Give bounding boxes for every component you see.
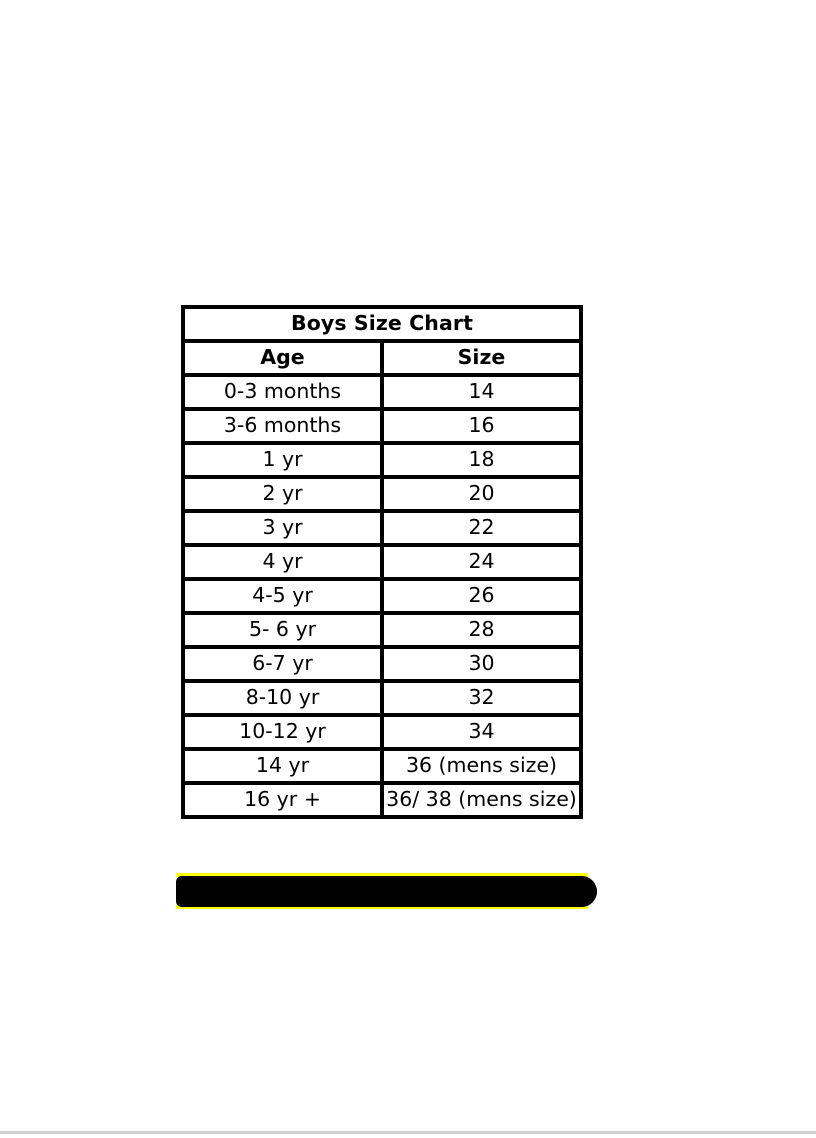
table-title: Boys Size Chart xyxy=(181,305,583,343)
cell-age: 5- 6 yr xyxy=(181,611,384,649)
cell-size: 36 (mens size) xyxy=(380,747,583,785)
cell-age: 6-7 yr xyxy=(181,645,384,683)
column-header-age: Age xyxy=(181,339,384,377)
table-row: 4 yr 24 xyxy=(181,543,583,581)
cell-age: 3-6 months xyxy=(181,407,384,445)
table-row: 14 yr 36 (mens size) xyxy=(181,747,583,785)
cell-size: 18 xyxy=(380,441,583,479)
table-row: 5- 6 yr 28 xyxy=(181,611,583,649)
highlight-strip-top xyxy=(176,873,588,877)
table-title-row: Boys Size Chart xyxy=(181,305,583,343)
cell-age: 1 yr xyxy=(181,441,384,479)
cell-age: 2 yr xyxy=(181,475,384,513)
cell-age: 0-3 months xyxy=(181,373,384,411)
table-body: Boys Size Chart Age Size 0-3 months 14 3… xyxy=(181,305,583,819)
cell-size: 20 xyxy=(380,475,583,513)
page-bottom-rule xyxy=(0,1131,816,1134)
cell-age: 14 yr xyxy=(181,747,384,785)
table-row: 3-6 months 16 xyxy=(181,407,583,445)
cell-age: 16 yr + xyxy=(181,781,384,819)
table-row: 6-7 yr 30 xyxy=(181,645,583,683)
boys-size-chart-table-container: Boys Size Chart Age Size 0-3 months 14 3… xyxy=(181,305,583,819)
boys-size-chart-table: Boys Size Chart Age Size 0-3 months 14 3… xyxy=(181,305,583,819)
column-header-size: Size xyxy=(380,339,583,377)
table-row: 8-10 yr 32 xyxy=(181,679,583,717)
cell-size: 16 xyxy=(380,407,583,445)
table-row: 16 yr + 36/ 38 (mens size) xyxy=(181,781,583,819)
cell-age: 4 yr xyxy=(181,543,384,581)
table-header-row: Age Size xyxy=(181,339,583,377)
redaction-bar-end-cap xyxy=(574,880,597,903)
redaction-bar xyxy=(176,876,597,907)
cell-age: 8-10 yr xyxy=(181,679,384,717)
cell-age: 3 yr xyxy=(181,509,384,547)
cell-size: 14 xyxy=(380,373,583,411)
cell-size: 26 xyxy=(380,577,583,615)
table-row: 10-12 yr 34 xyxy=(181,713,583,751)
table-row: 0-3 months 14 xyxy=(181,373,583,411)
table-row: 4-5 yr 26 xyxy=(181,577,583,615)
table-row: 2 yr 20 xyxy=(181,475,583,513)
table-row: 3 yr 22 xyxy=(181,509,583,547)
table-row: 1 yr 18 xyxy=(181,441,583,479)
cell-size: 36/ 38 (mens size) xyxy=(380,781,583,819)
cell-age: 4-5 yr xyxy=(181,577,384,615)
cell-size: 30 xyxy=(380,645,583,683)
cell-size: 32 xyxy=(380,679,583,717)
cell-age: 10-12 yr xyxy=(181,713,384,751)
cell-size: 22 xyxy=(380,509,583,547)
cell-size: 34 xyxy=(380,713,583,751)
cell-size: 24 xyxy=(380,543,583,581)
cell-size: 28 xyxy=(380,611,583,649)
